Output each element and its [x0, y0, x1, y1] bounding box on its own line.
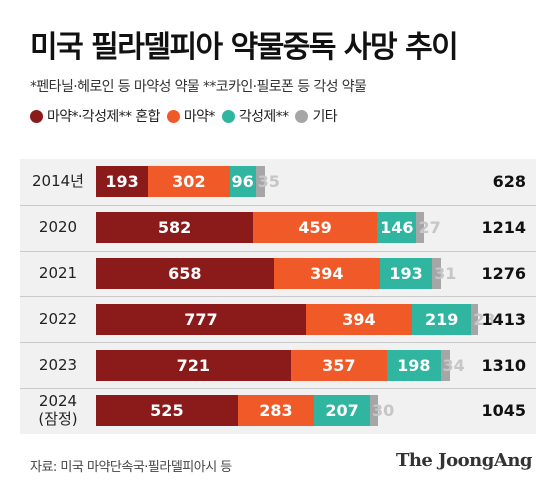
legend-item: 마약* [166, 106, 216, 126]
category-label: 2014년 [22, 172, 94, 190]
row-divider [20, 205, 536, 206]
bar-value-label: 394 [310, 264, 344, 283]
bar-value-label: 777 [184, 310, 218, 329]
bar-value-label: 30 [372, 401, 395, 420]
row-divider [20, 342, 536, 343]
bar-value-label: 96 [231, 172, 254, 191]
bar-segment: 198 [387, 350, 441, 381]
bar-value-label: 35 [257, 172, 280, 191]
bar-value-label: 34 [442, 356, 465, 375]
row-divider [20, 251, 536, 252]
total-label: 1045 [481, 401, 526, 420]
chart-note: *펜타닐·헤로인 등 마약성 약물 **코카인·필로폰 등 각성 약물 [30, 79, 367, 95]
bar-segment: 23 [471, 304, 496, 335]
bar-segment: 207 [314, 395, 371, 426]
bar-value-label: 193 [105, 172, 139, 191]
bar-segment: 302 [148, 166, 230, 197]
category-name: 2020 [38, 218, 78, 236]
category-name: 2022 [38, 310, 78, 328]
legend-label: 마약*·각성제** 혼합 [47, 109, 160, 125]
bar-segment: 283 [237, 395, 315, 426]
bar-segment: 34 [440, 350, 465, 381]
chart-title: 미국 필라델피아 약물중독 사망 추이 [30, 30, 459, 65]
legend-item: 기타 [295, 106, 338, 126]
total-label: 628 [492, 172, 526, 191]
bar-segment: 219 [412, 304, 472, 335]
bar-segment: 357 [290, 350, 388, 381]
category-name: 2023 [38, 356, 78, 374]
source-note: 자료: 미국 마약단속국·필라델피아시 등 [30, 460, 232, 475]
total-label: 1214 [481, 218, 526, 237]
bar-value-label: 394 [342, 310, 376, 329]
bar-segment: 394 [305, 304, 413, 335]
bar-value-label: 193 [389, 264, 423, 283]
legend-swatch [166, 109, 180, 123]
bar-value-label: 582 [157, 218, 192, 237]
bar-value-label: 23 [473, 310, 496, 329]
bar-value-label: 198 [397, 356, 431, 375]
total-label: 1276 [481, 264, 526, 283]
brand-logo: The JoongAng [395, 450, 533, 471]
legend-label: 각성제** [238, 109, 289, 125]
bar-segment: 35 [255, 166, 280, 197]
legend-item: 각성제** [221, 106, 289, 126]
row-divider [20, 296, 536, 297]
category-label: 2020 [22, 218, 94, 236]
bar-segment: 96 [229, 166, 256, 197]
bar-segment: 658 [96, 258, 274, 289]
legend-label: 기타 [312, 109, 338, 125]
total-label: 1310 [481, 356, 526, 375]
bar-value-label: 31 [434, 264, 457, 283]
row-divider [20, 388, 536, 389]
bar-segment: 525 [96, 395, 238, 426]
bar-segment: 777 [96, 304, 306, 335]
bar-value-label: 721 [176, 356, 211, 375]
bar-segment: 193 [380, 258, 433, 289]
legend-swatch [221, 109, 235, 123]
bar-segment: 27 [416, 212, 441, 243]
bar-value-label: 459 [298, 218, 332, 237]
category-name: 2024 [38, 392, 78, 410]
bar-segment: 721 [96, 350, 291, 381]
chart-legend: 마약*·각성제** 혼합 마약* 각성제** 기타 [30, 106, 344, 126]
category-note: (잠정) [38, 410, 78, 428]
bar-value-label: 525 [150, 401, 184, 420]
bar-segment: 31 [432, 258, 456, 289]
bar-segment: 146 [377, 212, 417, 243]
category-label: 2021 [22, 264, 94, 282]
total-label: 1413 [481, 310, 526, 329]
bar-segment: 582 [96, 212, 254, 243]
legend-swatch [295, 109, 309, 123]
bar-segment: 459 [253, 212, 378, 243]
bar-value-label: 658 [168, 264, 202, 283]
legend-item: 마약*·각성제** 혼합 [30, 106, 160, 126]
legend-label: 마약* [183, 109, 216, 125]
category-label: 2023 [22, 356, 94, 374]
bar-value-label: 27 [418, 218, 441, 237]
legend-swatch [30, 109, 43, 123]
bar-value-label: 219 [425, 310, 459, 329]
bar-segment: 30 [370, 395, 394, 426]
bar-segment: 394 [273, 258, 381, 289]
category-name: 2014년 [32, 172, 84, 190]
bar-value-label: 146 [380, 218, 414, 237]
bar-segment: 193 [96, 166, 149, 197]
bar-value-label: 302 [172, 172, 206, 191]
bar-value-label: 357 [322, 356, 356, 375]
bar-value-label: 283 [259, 401, 293, 420]
category-label: 2022 [22, 310, 94, 328]
bar-value-label: 207 [325, 401, 359, 420]
category-name: 2021 [38, 264, 78, 282]
category-label: 2024 (잠정) [22, 392, 94, 428]
